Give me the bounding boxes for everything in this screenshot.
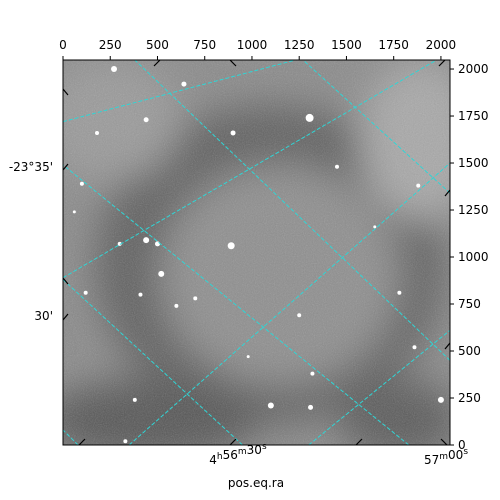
top-tick-label-2: 500 xyxy=(146,38,169,52)
star-19 xyxy=(310,371,315,376)
ra-grid-line-3 xyxy=(302,60,450,194)
star-6 xyxy=(334,164,339,169)
world-tick-3 xyxy=(440,438,448,446)
right-tick-label-7: 1750 xyxy=(458,109,489,123)
ra-label-1: 57m00s xyxy=(424,447,468,467)
right-tick-label-1: 250 xyxy=(458,391,481,405)
ra-grid-line-1 xyxy=(134,60,450,361)
star-21 xyxy=(308,404,314,410)
star-20 xyxy=(267,402,274,409)
world-tick-9 xyxy=(444,342,451,350)
star-28 xyxy=(373,225,377,229)
world-tick-12 xyxy=(438,59,446,67)
right-pixel-axis: 0 250 500 750 1000 1250 1500 1750 2000 xyxy=(450,62,489,452)
right-tick-label-8: 2000 xyxy=(458,62,489,76)
star-25 xyxy=(416,183,421,188)
right-tick-label-2: 500 xyxy=(458,344,481,358)
star-3 xyxy=(143,117,149,123)
dec-grid-line-7 xyxy=(128,162,450,445)
top-tick-label-4: 1000 xyxy=(237,38,268,52)
world-tick-7 xyxy=(62,313,69,321)
world-tick-0 xyxy=(78,438,86,446)
star-15 xyxy=(138,292,143,297)
star-4 xyxy=(95,130,100,135)
top-tick-label-6: 1500 xyxy=(331,38,362,52)
top-tick-label-5: 1250 xyxy=(284,38,315,52)
right-tick-label-0: 0 xyxy=(458,438,466,452)
dec-grid-line-6 xyxy=(63,60,296,123)
world-tick-10 xyxy=(153,59,161,67)
star-22 xyxy=(132,397,137,402)
world-coordinate-ticks xyxy=(62,59,451,446)
dec-grid-line-8 xyxy=(308,329,450,445)
sky-image xyxy=(63,60,450,445)
ra-grid-line-2 xyxy=(63,279,243,445)
star-27 xyxy=(72,210,76,214)
star-16 xyxy=(174,303,179,308)
star-13 xyxy=(83,290,88,295)
right-tick-label-4: 1000 xyxy=(458,250,489,264)
star-23 xyxy=(437,396,444,403)
dec-label-1: 30' xyxy=(34,309,53,323)
world-tick-6 xyxy=(62,277,69,285)
ra-grid-line-0 xyxy=(63,164,410,445)
star-29 xyxy=(246,355,250,359)
star-2 xyxy=(305,113,314,122)
star-field xyxy=(72,66,444,444)
star-9 xyxy=(143,237,150,244)
ra-tick-labels: 4h56m30s 57m00s xyxy=(209,442,468,467)
star-24 xyxy=(123,439,128,444)
top-tick-label-1: 250 xyxy=(99,38,122,52)
top-tick-label-8: 2000 xyxy=(426,38,457,52)
star-10 xyxy=(154,241,160,247)
ra-grid-line-4 xyxy=(63,429,79,445)
top-tick-label-0: 0 xyxy=(59,38,67,52)
star-18 xyxy=(412,345,417,350)
star-12 xyxy=(158,270,165,277)
world-tick-2 xyxy=(355,438,363,446)
world-tick-4 xyxy=(62,88,69,96)
right-tick-label-6: 1500 xyxy=(458,156,489,170)
star-5 xyxy=(230,130,236,136)
star-8 xyxy=(227,242,235,250)
star-1 xyxy=(181,81,187,87)
top-pixel-axis: 0 250 500 750 1000 1250 1500 1750 2000 xyxy=(59,38,456,60)
star-0 xyxy=(111,66,118,73)
star-14 xyxy=(397,290,402,295)
star-26 xyxy=(193,296,198,301)
world-tick-8 xyxy=(444,189,451,197)
plot-frame xyxy=(62,59,451,446)
dec-grid-line-5 xyxy=(63,60,438,279)
right-tick-label-3: 750 xyxy=(458,297,481,311)
x-axis-label: pos.eq.ra xyxy=(228,476,284,490)
dec-label-0: -23°35' xyxy=(9,160,53,174)
world-tick-11 xyxy=(229,59,237,67)
top-tick-label-7: 1750 xyxy=(378,38,409,52)
world-tick-5 xyxy=(62,163,69,171)
coordinate-grid xyxy=(63,60,450,445)
star-17 xyxy=(297,313,302,318)
dec-tick-labels: -23°35' 30' xyxy=(9,160,53,323)
world-tick-1 xyxy=(229,438,237,446)
star-7 xyxy=(79,181,84,186)
top-tick-label-3: 750 xyxy=(193,38,216,52)
star-11 xyxy=(117,241,122,246)
right-tick-label-5: 1250 xyxy=(458,203,489,217)
ra-label-0: 4h56m30s xyxy=(209,442,267,467)
